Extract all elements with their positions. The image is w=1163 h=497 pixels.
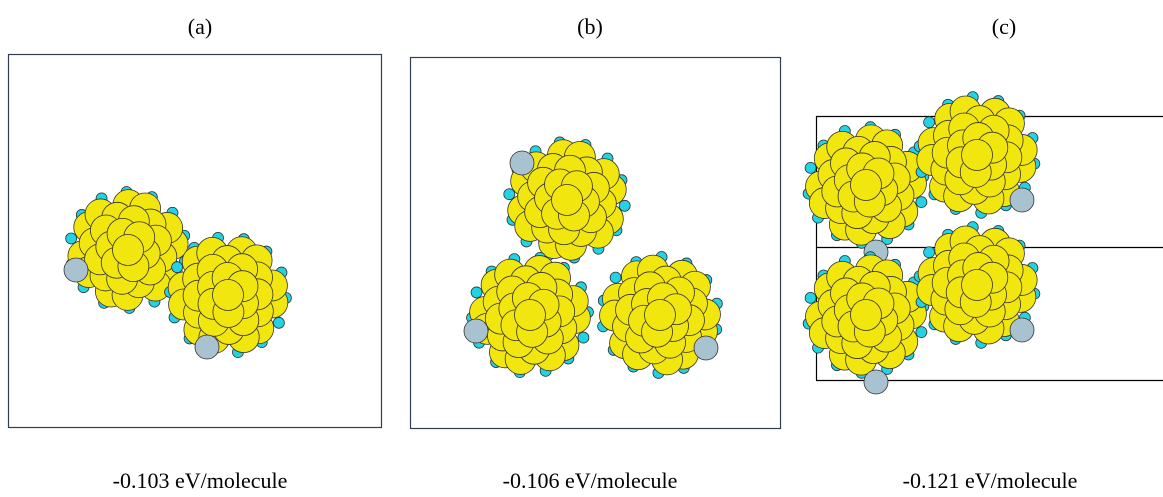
hydrogen-atom — [471, 287, 482, 298]
energy-label: -0.106 eV/molecule — [503, 468, 678, 493]
hydrogen-atom — [924, 117, 935, 128]
hydrogen-atom — [66, 233, 77, 244]
energy-label: -0.103 eV/molecule — [113, 468, 288, 493]
hydrogen-atom — [619, 200, 630, 211]
hetero-atom — [1010, 318, 1034, 342]
molecules — [64, 92, 1040, 394]
carbon-atom — [962, 270, 993, 301]
panel-label: (c) — [992, 14, 1016, 39]
cell-box — [9, 55, 382, 428]
hydrogen-atom — [610, 272, 621, 283]
panel-label: (b) — [577, 14, 603, 39]
hydrogen-atom — [172, 262, 183, 273]
hetero-atom — [64, 258, 88, 282]
hydrogen-atom — [805, 162, 816, 173]
carbon-atom — [962, 140, 993, 171]
carbon-atom — [851, 300, 882, 331]
hydrogen-atom — [805, 292, 816, 303]
carbon-atom — [113, 235, 144, 266]
carbon-atom — [645, 300, 676, 331]
hydrogen-atom — [916, 327, 927, 338]
carbon-atom — [515, 300, 546, 331]
carbon-atom — [851, 170, 882, 201]
hetero-atom — [195, 335, 219, 359]
hetero-atom — [864, 370, 888, 394]
hydrogen-atom — [916, 197, 927, 208]
panel-label: (a) — [188, 14, 212, 39]
hetero-atom — [1010, 188, 1034, 212]
figure: (a) (b) (c) -0.103 eV/molecule -0.106 eV… — [0, 0, 1163, 497]
hetero-atom — [510, 151, 534, 175]
hydrogen-atom — [578, 332, 589, 343]
carbon-atom — [213, 280, 244, 311]
hetero-atom — [694, 336, 718, 360]
energy-label: -0.121 eV/molecule — [903, 468, 1078, 493]
hydrogen-atom — [504, 189, 515, 200]
carbon-atom — [552, 185, 583, 216]
hydrogen-atom — [924, 247, 935, 258]
hetero-atom — [464, 319, 488, 343]
hydrogen-atom — [273, 317, 284, 328]
